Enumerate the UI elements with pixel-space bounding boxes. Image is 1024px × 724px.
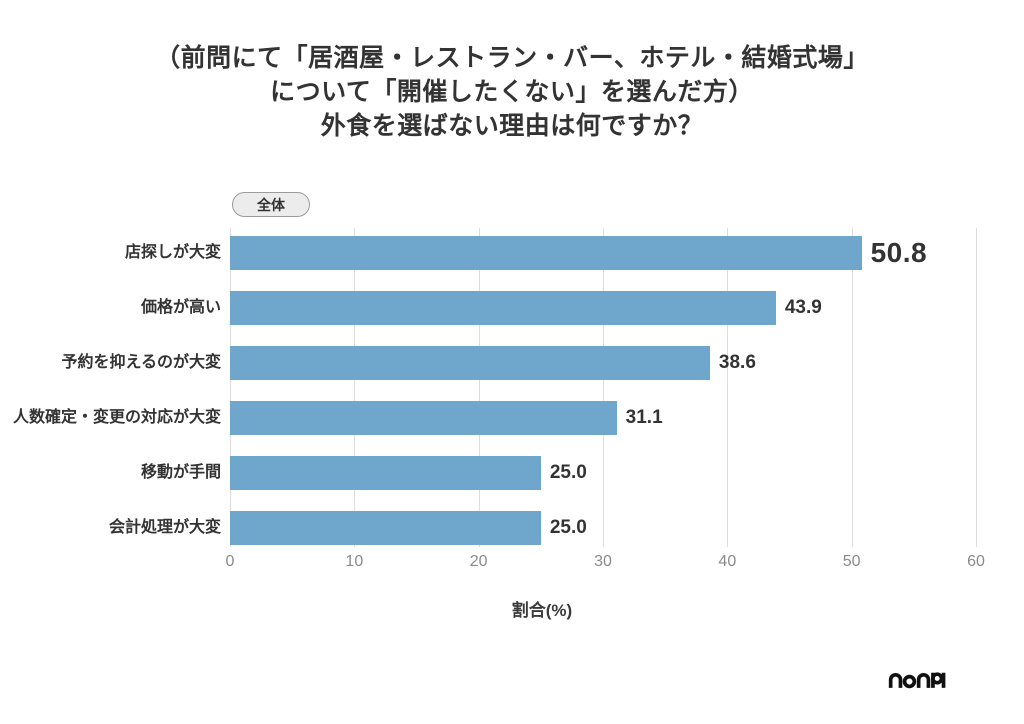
overall-badge: 全体 [232, 192, 310, 217]
chart-title-line-1: （前問にて「居酒屋・レストラン・バー、ホテル・結婚式場」 [155, 44, 869, 72]
category-label: 予約を抑えるのが大変 [61, 354, 221, 371]
bar-chart: 店探しが大変 50.8 価格が高い 43.9 予約を抑えるのが大変 38.6 人… [0, 228, 1024, 547]
x-axis-tick: 0 [225, 553, 235, 570]
category-label: 会計処理が大変 [108, 519, 221, 536]
bar-row: 予約を抑えるのが大変 38.6 [0, 346, 1024, 380]
gridline-60 [976, 228, 977, 547]
bar-row: 移動が手間 25.0 [0, 456, 1024, 490]
value-label: 25.0 [549, 462, 587, 483]
category-label: 店探しが大変 [124, 244, 221, 261]
value-label: 43.9 [784, 297, 822, 318]
gridline-10 [354, 228, 356, 547]
x-axis-tick: 50 [842, 553, 861, 570]
chart-title: （前問にて「居酒屋・レストラン・バー、ホテル・結婚式場」 について「開催したくな… [0, 41, 1024, 143]
gridline-20 [478, 228, 480, 547]
x-axis-tick: 40 [718, 553, 737, 570]
gridline-0 [230, 228, 231, 547]
value-label: 50.8 [870, 237, 928, 268]
value-label: 31.1 [625, 407, 663, 428]
value-label: 25.0 [549, 517, 587, 538]
x-axis-tick: 20 [469, 553, 488, 570]
bar [230, 291, 776, 325]
bar-row: 店探しが大変 50.8 [0, 236, 1024, 270]
bar-row: 会計処理が大変 25.0 [0, 511, 1024, 545]
plot-area [230, 228, 977, 547]
value-label: 38.6 [718, 352, 756, 373]
x-axis-label: 割合(%) [511, 601, 573, 620]
category-label: 価格が高い [140, 299, 221, 316]
nonpi-logo-mark [888, 672, 946, 689]
gridline-50 [851, 228, 853, 547]
category-label: 移動が手間 [140, 464, 221, 481]
bar [230, 236, 862, 270]
category-label: 人数確定・変更の対応が大変 [12, 409, 221, 426]
bar [230, 511, 541, 545]
x-axis-tick: 30 [594, 553, 612, 570]
gridline-40 [727, 228, 729, 547]
chart-title-line-2: について「開催したくない」を選んだ方） [270, 78, 754, 106]
x-axis-tick: 60 [967, 553, 985, 570]
gridline-30 [603, 228, 604, 547]
bar [230, 456, 541, 490]
bar-row: 価格が高い 43.9 [0, 291, 1024, 325]
nonpi-logo: nonpi [888, 670, 946, 691]
x-axis-tick: 10 [345, 553, 364, 570]
bar-row: 人数確定・変更の対応が大変 31.1 [0, 401, 1024, 435]
bar [230, 346, 710, 380]
chart-title-line-3: 外食を選ばない理由は何ですか？ [320, 112, 704, 140]
bar [230, 401, 617, 435]
